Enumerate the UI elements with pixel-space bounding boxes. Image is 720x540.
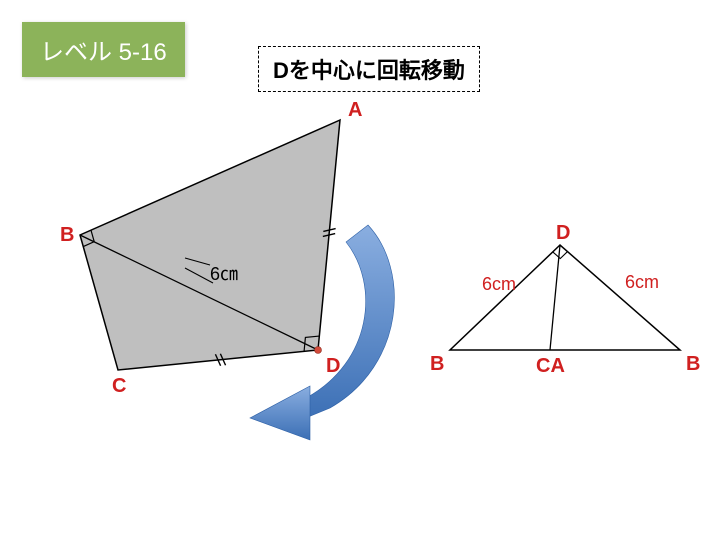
- vertex-label-right-BR: B: [686, 353, 700, 375]
- left-polygon-figure: ABCD6㎝: [60, 99, 362, 397]
- length-label-BD: 6㎝: [210, 264, 238, 284]
- polygon-ABCD: [80, 120, 340, 370]
- diagram-stage: A B C D 6㎝ 6cm 6cm D B B CA: [0, 0, 720, 540]
- vertex-label-B: B: [60, 224, 74, 246]
- vertex-label-A: A: [348, 99, 362, 121]
- vertex-label-right-BL: B: [430, 353, 444, 375]
- side-label-1: 6cm: [625, 272, 659, 292]
- vertex-label-right-CAx: CA: [536, 355, 565, 377]
- pivot-point-D: [315, 347, 322, 354]
- triangle-DBB: [450, 245, 680, 350]
- segment-D-CA: [550, 245, 560, 350]
- vertex-label-C: C: [112, 375, 126, 397]
- right-triangle-figure: 6cm 6cm D B B CA: [430, 222, 700, 377]
- vertex-label-right-D: D: [556, 222, 570, 244]
- side-label-0: 6cm: [482, 274, 516, 294]
